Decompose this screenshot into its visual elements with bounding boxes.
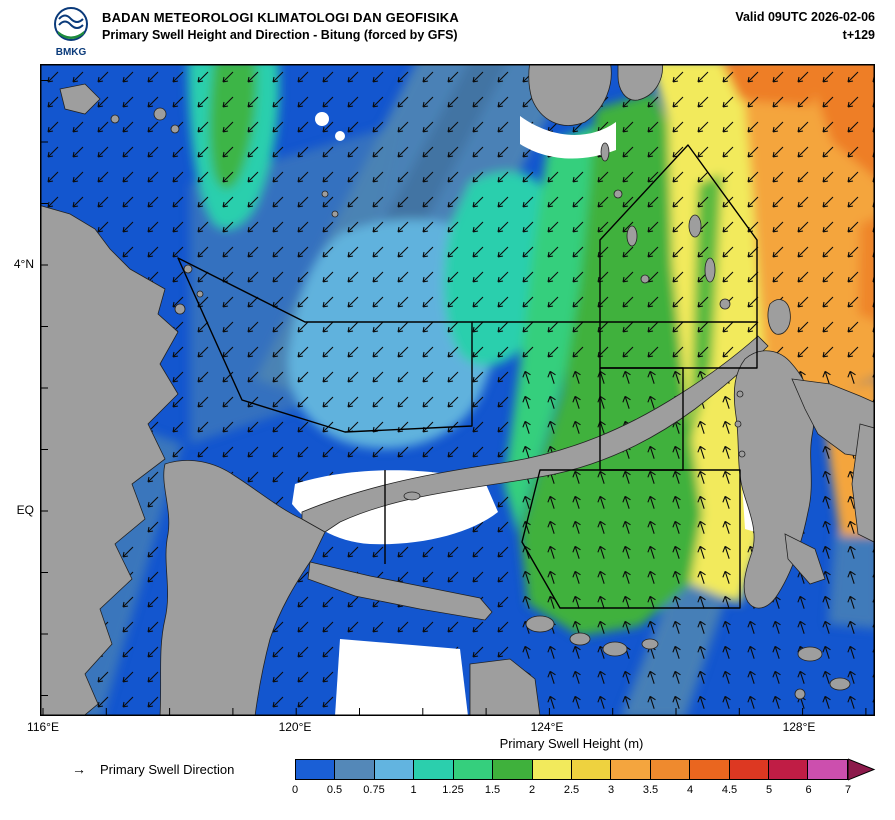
borneo-land — [40, 205, 179, 716]
colorbar-segment — [492, 760, 532, 779]
colorbar-tick-label: 2 — [528, 784, 536, 796]
colorbar — [295, 759, 848, 780]
colorbar-segment — [413, 760, 453, 779]
colorbar-tick-label: 0 — [291, 784, 299, 796]
colorbar-tick-label: 1.25 — [442, 784, 464, 796]
land-layer — [40, 64, 875, 716]
colorbar-tick-label: 0.75 — [363, 784, 385, 796]
island-top-right — [617, 64, 663, 101]
sulawesi-body-land — [159, 460, 326, 716]
colorbar-segment — [610, 760, 650, 779]
bmkg-logo: BMKG — [54, 7, 88, 58]
colorbar-segment — [689, 760, 729, 779]
map-area — [40, 64, 875, 716]
valid-time: Valid 09UTC 2026-02-06 — [735, 10, 875, 24]
lon-label-128e: 128°E — [782, 720, 816, 734]
colorbar-tick-label: 4.5 — [721, 784, 738, 796]
colorbar-tick-label: 3 — [607, 784, 615, 796]
colorbar-tick-label: 6 — [805, 784, 812, 796]
forecast-zone-boundaries — [177, 144, 758, 609]
colorbar-tick-label: 4 — [686, 784, 694, 796]
colorbar-tick-label: 5 — [765, 784, 773, 796]
legend-title: Primary Swell Height (m) — [499, 736, 644, 751]
map-svg — [40, 64, 875, 716]
islands-top-left — [59, 83, 101, 115]
lon-label-116e: 116°E — [27, 720, 59, 734]
colorbar-tick-row: 0 0.5 0.75 1 1.25 1.5 2 2.5 3 3.5 4 4.5 5 6 7 — [291, 784, 852, 800]
colorbar-segment — [334, 760, 374, 779]
colorbar-segment — [807, 760, 847, 779]
mindanao-land — [528, 64, 612, 126]
colorbar-tick-label: 7 — [844, 784, 852, 796]
colorbar-segment — [452, 760, 493, 779]
colorbar-segment — [728, 760, 769, 779]
direction-arrow-icon: → — [72, 761, 86, 777]
map-frame — [40, 64, 875, 716]
logo-label: BMKG — [56, 47, 87, 58]
colorbar-segment — [570, 760, 611, 779]
colorbar-arrowhead-shape — [848, 758, 876, 781]
lon-label-120e: 120°E — [278, 720, 312, 734]
direction-legend: → Primary Swell Direction — [72, 761, 234, 777]
agency-title: BADAN METEOROLOGI KLIMATOLOGI DAN GEOFIS… — [102, 10, 459, 25]
direction-legend-label: Primary Swell Direction — [100, 762, 235, 777]
colorbar-tick-label: 2.5 — [563, 784, 580, 796]
colorbar-tick-label: 3.5 — [642, 784, 659, 796]
forecast-step: t+129 — [842, 28, 875, 42]
colorbar-arrowhead — [848, 758, 876, 781]
sulawesi-east-arm-land — [307, 561, 493, 621]
lon-label-124e: 124°E — [530, 720, 564, 734]
lat-label-4n: 4°N — [13, 257, 34, 271]
colorbar-segment — [373, 760, 414, 779]
colorbar-segment — [531, 760, 571, 779]
sulawesi-north-arm-land — [301, 335, 769, 533]
logo-wave-icon — [58, 20, 84, 29]
colorbar-tick-label: 1 — [410, 784, 417, 796]
colorbar-segment — [296, 760, 335, 779]
colorbar-tick-label: 1.5 — [484, 784, 501, 796]
colorbar-segment — [649, 760, 690, 779]
colorbar-segment — [768, 760, 808, 779]
product-title: Primary Swell Height and Direction - Bit… — [102, 28, 458, 42]
colorbar-tick-label: 0.5 — [326, 784, 343, 796]
logo-earth-icon — [58, 31, 84, 39]
logo-wave-icon — [58, 14, 84, 23]
lat-label-eq: EQ — [16, 503, 34, 517]
